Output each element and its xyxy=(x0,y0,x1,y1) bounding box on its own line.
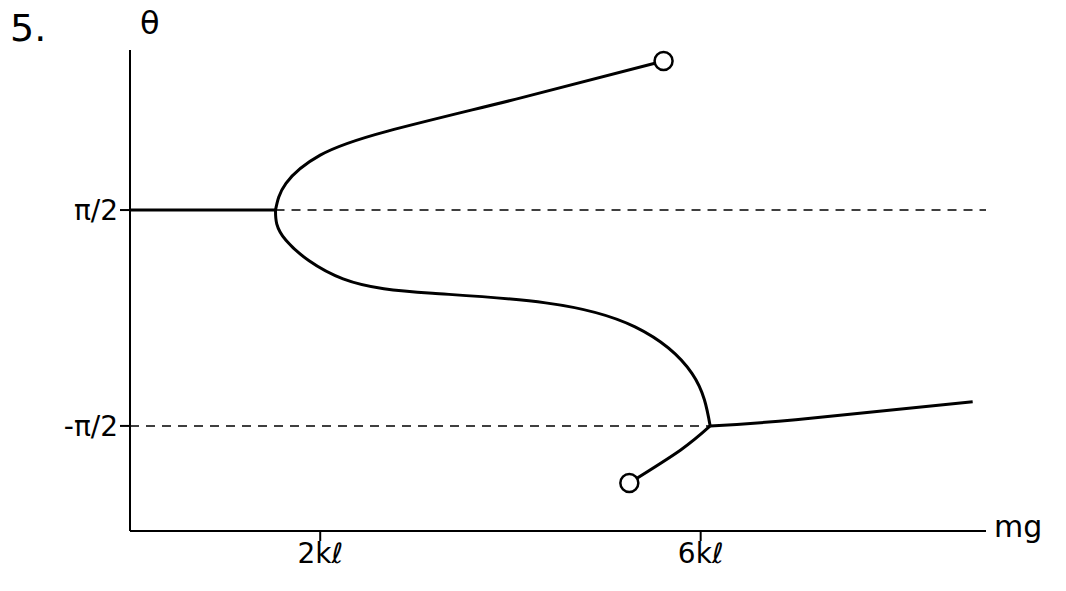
svg-text:2kℓ: 2kℓ xyxy=(297,537,343,570)
svg-text:-π/2: -π/2 xyxy=(64,410,118,443)
html-text:5.: 5. xyxy=(10,6,47,50)
svg-text:6kℓ: 6kℓ xyxy=(678,537,724,570)
html-text:mg: mg xyxy=(994,509,1043,544)
html-text:θ: θ xyxy=(140,4,160,42)
svg-text:π/2: π/2 xyxy=(74,194,118,227)
